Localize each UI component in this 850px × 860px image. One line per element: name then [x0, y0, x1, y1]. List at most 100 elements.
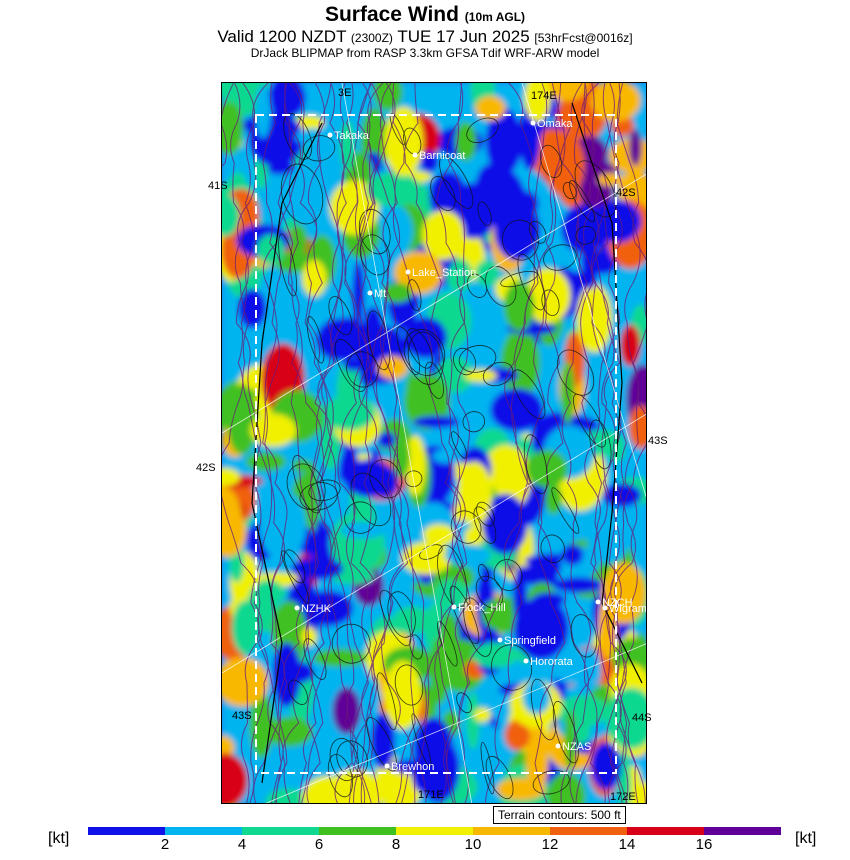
terrain-contour	[539, 144, 563, 178]
wind-speed-cell	[490, 388, 544, 432]
place-label: Hororata	[530, 656, 574, 668]
wind-speed-cell	[516, 563, 567, 586]
place-label: Brewhon	[391, 761, 434, 773]
terrain-contour	[286, 463, 326, 510]
streamline	[392, 83, 466, 803]
colorbar-swatch	[473, 827, 550, 835]
terrain-contour	[569, 180, 596, 223]
terrain-contour	[278, 233, 297, 297]
wind-speed-cell	[413, 415, 460, 429]
place-dot	[367, 290, 373, 296]
place-label: Barnicoat	[419, 150, 465, 162]
terrain-contour	[512, 369, 546, 420]
streamline	[304, 83, 359, 803]
wind-speed-cell	[485, 107, 523, 176]
terrain-contour	[424, 361, 444, 399]
wind-speed-cell	[546, 772, 586, 803]
terrain-contour	[573, 393, 606, 448]
wind-speed-cell	[471, 642, 519, 668]
place-dot	[530, 120, 536, 126]
terrain-contour	[419, 544, 443, 560]
lon-label-top-right: 174E	[531, 90, 557, 102]
terrain-contour	[541, 289, 560, 316]
wind-speed-cell	[340, 522, 385, 539]
colorbar-swatch	[396, 827, 473, 835]
wind-speed-cell	[405, 435, 426, 496]
wind-speed-cell	[289, 224, 308, 258]
wind-speed-cell	[295, 115, 325, 131]
terrain-contour	[456, 692, 472, 714]
terrain-contour	[551, 487, 580, 534]
wind-speed-cell	[550, 649, 599, 685]
streamline	[446, 83, 566, 803]
wind-speed-cell	[466, 692, 480, 750]
place-dot	[451, 604, 457, 610]
lat-label-right-1: 42S	[616, 187, 636, 199]
streamline	[353, 83, 409, 803]
colorbar-tick-label: 16	[695, 836, 713, 853]
streamline	[301, 83, 345, 803]
streamline	[222, 83, 279, 803]
terrain-contour	[466, 273, 488, 298]
wind-speed-cell	[292, 458, 310, 473]
place-markers: Takaka Barnicoat Omaka Lake_Station Mt NZHK Fl…	[294, 118, 646, 773]
colorbar-swatch	[88, 827, 165, 835]
wind-speed-cell	[222, 753, 248, 803]
place-dot	[555, 743, 561, 749]
terrain-contour	[396, 326, 421, 376]
valid-time: Valid 1200 NZDT (2300Z) TUE 17 Jun 2025 …	[0, 27, 850, 47]
terrain-contour	[562, 182, 577, 200]
terrain-contour	[283, 113, 313, 160]
wind-speed-cell	[250, 413, 297, 447]
wind-speed-cell	[403, 317, 448, 359]
terrain-contour	[404, 470, 423, 488]
lat-label-left-1: 41S	[208, 180, 228, 192]
terrain-contour	[292, 455, 322, 514]
wind-speed-cell	[590, 742, 622, 791]
terrain-contour	[500, 271, 538, 288]
terrain-contour	[543, 244, 577, 271]
wind-speed-cell	[222, 467, 241, 487]
streamline	[484, 83, 583, 803]
place-barnicoat: Barnicoat	[412, 150, 465, 162]
valid-time-label: Valid 1200 NZDT	[217, 27, 347, 46]
terrain-contour	[327, 754, 353, 798]
place-label: NZCH	[602, 597, 633, 609]
terrain-contour	[523, 434, 548, 495]
colorbar-tick-label: 6	[314, 836, 324, 853]
wind-speed-cell	[525, 724, 549, 794]
wind-map: Takaka Barnicoat Omaka Lake_Station Mt NZHK Fl…	[221, 82, 647, 804]
place-label: Mt	[374, 288, 386, 300]
lon-label-bottom-2: 172E	[610, 791, 636, 803]
terrain-contour	[328, 296, 353, 336]
terrain-contour	[458, 345, 497, 373]
colorbar-swatch	[550, 827, 627, 835]
terrain-contour	[387, 591, 416, 638]
terrain-contour	[477, 201, 492, 227]
terrain-contour	[575, 225, 596, 245]
terrain-contour	[376, 672, 397, 731]
wind-speed-cell	[475, 96, 506, 121]
terrain-contour	[437, 544, 468, 608]
place-omaka: Omaka	[530, 118, 573, 130]
wind-speed-cell	[332, 687, 361, 735]
place-dot	[602, 605, 608, 611]
lon-label-top-left: 3E	[338, 87, 352, 99]
colorbar-tick-label: 10	[464, 836, 482, 853]
wind-speed-cell	[255, 85, 271, 138]
wind-speed-cell	[381, 282, 413, 303]
wind-speed-cell	[352, 262, 365, 324]
streamline	[240, 83, 282, 803]
colorbar-unit-right: [kt]	[795, 830, 817, 847]
wind-speed-cell	[576, 284, 613, 353]
colorbar-tick-label: 8	[391, 836, 401, 853]
place-label: Springfield	[504, 635, 556, 647]
wind-speed-cell	[366, 172, 421, 207]
colorbar-unit-left: [kt]	[48, 830, 70, 847]
colorbar-tick-label: 12	[541, 836, 559, 853]
wind-speed-cell	[319, 477, 351, 530]
terrain-contour	[280, 163, 324, 225]
terrain-contour	[557, 349, 595, 396]
place-label: NZHK	[301, 603, 332, 615]
streamline	[284, 83, 332, 803]
